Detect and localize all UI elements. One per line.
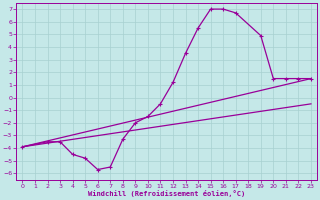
X-axis label: Windchill (Refroidissement éolien,°C): Windchill (Refroidissement éolien,°C) xyxy=(88,190,245,197)
